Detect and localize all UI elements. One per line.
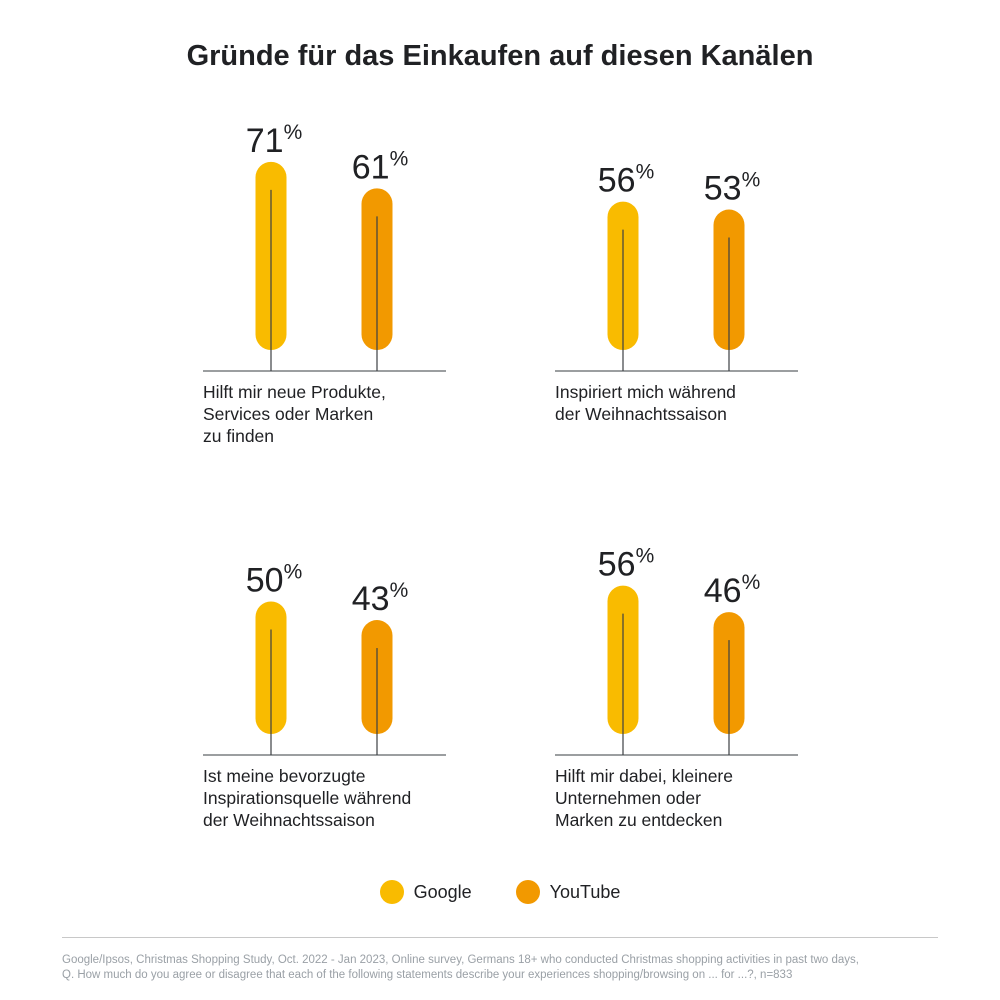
legend-label-google: Google bbox=[413, 881, 472, 902]
source-line-1: Google/Ipsos, Christmas Shopping Study, … bbox=[62, 954, 859, 966]
source-note: Google/Ipsos, Christmas Shopping Study, … bbox=[62, 953, 942, 983]
panel-christmas-inspiration: 56% 53% bbox=[555, 161, 798, 372]
legend-label-youtube: YouTube bbox=[549, 881, 621, 902]
chart-title: Gründe für das Einkaufen auf diesen Kanä… bbox=[186, 40, 814, 72]
legend-swatch-google bbox=[379, 880, 404, 904]
bar-value-label-google: 71% bbox=[246, 121, 303, 160]
source-line-2: Q. How much do you agree or disagree tha… bbox=[62, 969, 793, 981]
panel-preferred-source: 50% 43% bbox=[203, 561, 446, 756]
legend: Google YouTube bbox=[0, 880, 1000, 904]
legend-swatch-youtube bbox=[515, 880, 540, 904]
legend-item-youtube: YouTube bbox=[515, 880, 621, 904]
panel-small-businesses: 56% 46% bbox=[555, 545, 798, 756]
panel-label-christmas-inspiration: Inspiriert mich während der Weihnachtssa… bbox=[555, 382, 736, 424]
panel-label-preferred-source: Ist meine bevorzugte Inspirationsquelle … bbox=[203, 766, 412, 830]
bar-value-label-google: 50% bbox=[246, 561, 303, 600]
footer-divider bbox=[62, 937, 938, 938]
panel-new-products: 71% 61% bbox=[203, 121, 446, 372]
panel-label-small-businesses: Hilft mir dabei, kleinere Unternehmen od… bbox=[555, 766, 733, 830]
bar-value-label-google: 56% bbox=[598, 161, 655, 200]
bar-value-label-youtube: 61% bbox=[352, 147, 409, 186]
bar-value-label-youtube: 46% bbox=[704, 571, 761, 610]
legend-item-google: Google bbox=[379, 880, 472, 904]
panel-label-new-products: Hilft mir neue Produkte, Services oder M… bbox=[203, 382, 386, 446]
bar-value-label-youtube: 43% bbox=[352, 579, 409, 618]
bar-value-label-google: 56% bbox=[598, 545, 655, 584]
bar-value-label-youtube: 53% bbox=[704, 169, 761, 208]
